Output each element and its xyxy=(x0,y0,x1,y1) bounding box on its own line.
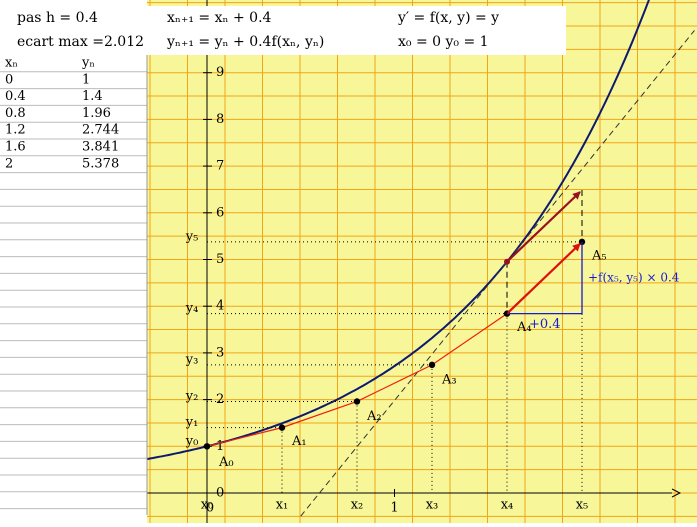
x-label: x₀ xyxy=(201,498,214,513)
point-label: A₅ xyxy=(591,248,607,263)
cell: 2 xyxy=(5,156,13,171)
cell: 1.6 xyxy=(5,140,26,155)
plot: 0 1 2 3 4 5 6 7 8 9 0 1 x₀ y₀ A₀ x₁ y₁ A₁ x₂ y₂ A₂ x₃ y₃ A₃ x₄ y₄… xyxy=(146,0,695,523)
cell: 3.841 xyxy=(82,140,119,155)
x-label: x₂ xyxy=(351,498,364,513)
ode: y′ = f(x, y) = y xyxy=(397,10,499,26)
cell: 0.8 xyxy=(5,106,26,121)
x-label: x₃ xyxy=(426,498,439,513)
dx-label: +0.4 xyxy=(529,317,561,332)
cell: 5.378 xyxy=(82,156,119,171)
x-rule: xₙ₊₁ = xₙ + 0.4 xyxy=(167,10,272,26)
x-tick-label: 0 xyxy=(206,501,214,516)
slope-arrow xyxy=(506,243,581,315)
point xyxy=(203,443,211,450)
y-tick-label: 6 xyxy=(216,205,224,220)
y-label: y₃ xyxy=(185,352,199,367)
cell: 1.96 xyxy=(82,106,111,121)
column-header: xₙ xyxy=(5,56,18,71)
y-tick-label: 5 xyxy=(216,252,224,267)
cell: 1.2 xyxy=(5,123,26,138)
point-label: A₃ xyxy=(441,372,457,387)
init: x₀ = 0 y₀ = 1 xyxy=(398,34,489,50)
x-label: x₅ xyxy=(576,498,589,513)
x-arrow xyxy=(671,488,682,498)
cell: 0.4 xyxy=(5,89,26,104)
curve-point xyxy=(504,258,510,265)
y-tick-label: 3 xyxy=(216,345,224,360)
dx-dy xyxy=(507,241,583,315)
point xyxy=(353,398,361,405)
cell: 2.744 xyxy=(82,123,119,138)
y-tick-label: 2 xyxy=(216,392,224,407)
error: ecart max =2.012 xyxy=(17,34,144,50)
cell: 1 xyxy=(82,72,90,87)
point-label: A₀ xyxy=(218,455,234,470)
table-panel xyxy=(0,55,147,515)
point-label: A₄ xyxy=(516,320,532,335)
y-label: y₄ xyxy=(185,301,199,316)
y-label: y₅ xyxy=(185,229,199,244)
y-rule: yₙ₊₁ = yₙ + 0.4f(xₙ, yₙ) xyxy=(166,34,324,50)
column-header: yₙ xyxy=(81,56,95,71)
cell: 1.4 xyxy=(82,89,103,104)
y-label: y₁ xyxy=(185,415,199,430)
point xyxy=(278,424,286,431)
x-label: x₄ xyxy=(501,498,514,513)
cell: 0 xyxy=(5,72,13,87)
x-label: x₁ xyxy=(276,498,289,513)
y-tick-label: 7 xyxy=(216,159,224,174)
y-label: y₂ xyxy=(185,389,199,404)
tangent xyxy=(300,30,695,517)
y-tick-label: 4 xyxy=(216,299,224,314)
y-tick-label: 0 xyxy=(216,486,224,501)
y-tick-label: 8 xyxy=(216,112,224,127)
tangent-arrow xyxy=(506,191,581,263)
x-tick-label: 1 xyxy=(390,501,398,516)
y-label: y₀ xyxy=(185,434,199,449)
step: pas h = 0.4 xyxy=(17,10,98,26)
point xyxy=(428,361,436,369)
point-label: A₂ xyxy=(366,409,382,424)
point-label: A₁ xyxy=(291,434,307,449)
header-panel xyxy=(8,6,566,55)
table: xₙ yₙ 0 1 0.4 1.4 0.8 1.96 1.2 2.744 1.6 3.841 2 5.37… xyxy=(0,55,148,515)
plot-background xyxy=(147,0,697,523)
y-tick-label: 1 xyxy=(216,439,224,454)
y-tick-label: 9 xyxy=(216,65,224,80)
grid xyxy=(147,0,697,523)
dy-label: +f(x₅, y₅) × 0.4 xyxy=(588,271,680,285)
